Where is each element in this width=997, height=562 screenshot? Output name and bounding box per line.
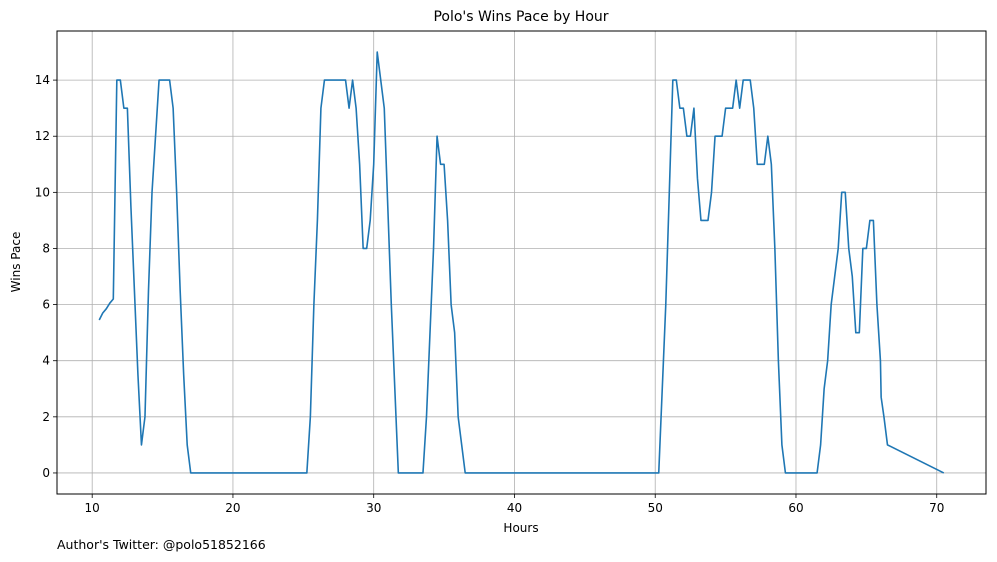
grid-lines [57,31,986,494]
x-tick-label: 40 [507,501,522,515]
y-axis-ticks: 0 2 4 6 8 10 12 14 [35,73,57,480]
y-tick-label: 8 [42,241,50,255]
x-tick-label: 30 [366,501,381,515]
x-tick-label: 60 [788,501,803,515]
author-credit: Author's Twitter: @polo51852166 [57,537,266,552]
x-tick-label: 50 [648,501,663,515]
series-line [98,51,945,474]
y-tick-label: 12 [35,129,50,143]
x-tick-label: 20 [225,501,240,515]
y-tick-label: 0 [42,466,50,480]
y-tick-label: 14 [35,73,50,87]
y-tick-label: 6 [42,298,50,312]
plot-area-frame [56,30,987,495]
x-axis-label: Hours [503,521,538,535]
x-tick-label: 10 [85,501,100,515]
y-tick-label: 2 [42,410,50,424]
y-axis-label: Wins Pace [9,232,23,293]
y-tick-label: 10 [35,185,50,199]
x-tick-label: 70 [929,501,944,515]
series-line-group [98,51,945,474]
chart-title: Polo's Wins Pace by Hour [433,9,608,25]
x-axis-ticks: 10 20 30 40 50 60 70 [85,494,944,515]
y-tick-label: 4 [42,354,50,368]
